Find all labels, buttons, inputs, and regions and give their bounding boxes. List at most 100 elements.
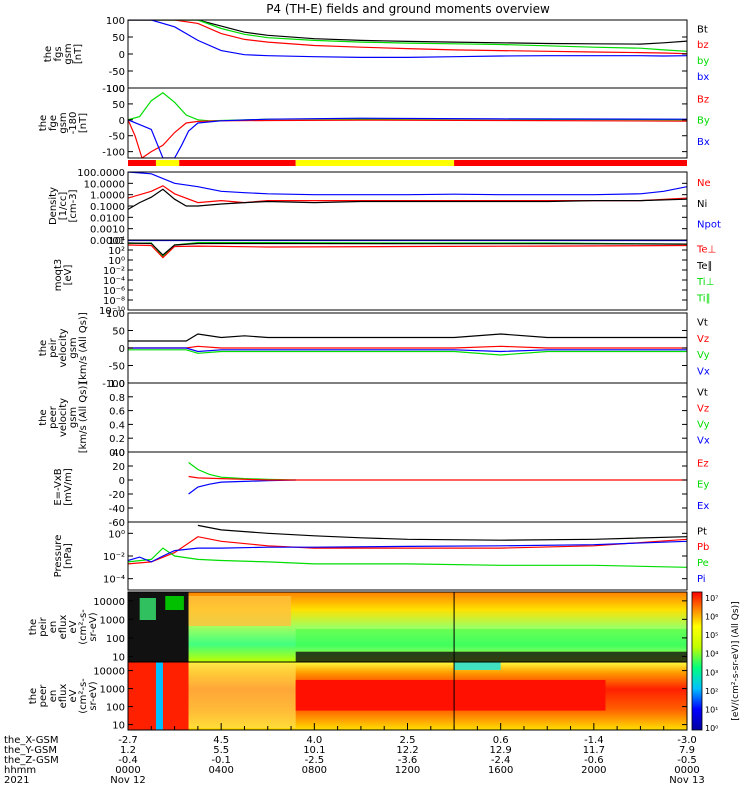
panel-efield: 40 20 0 -20 -40 -60 E=-VxB [mV/m] Ez Ey Ex <box>53 448 709 529</box>
series-group <box>128 20 687 59</box>
xaxis-value: 0800 <box>302 765 327 776</box>
series-line-Te∥ <box>128 242 687 256</box>
series-line-Vt <box>128 333 687 342</box>
xaxis-value: -2.4 <box>491 755 511 766</box>
ytick-label: 0 <box>119 344 125 355</box>
series-line-By <box>128 92 687 122</box>
panel-frame <box>127 382 688 453</box>
xaxis-value: 12.9 <box>490 745 512 756</box>
legend-entry: Te⊥ <box>696 245 716 256</box>
ytick-label: 100 <box>106 16 125 27</box>
spectrogram-patch <box>188 664 296 728</box>
series-line-Ni <box>128 188 687 210</box>
ylabel-line: en <box>48 690 59 703</box>
ylabel-line: sr-eV) <box>88 681 99 710</box>
xaxis-value: 0.6 <box>493 735 509 746</box>
xaxis-value: 0000 <box>115 765 140 776</box>
ytick-label: 1000 <box>100 615 125 626</box>
xaxis-value: 0400 <box>208 765 233 776</box>
mode-bar-segment <box>454 160 687 166</box>
legend-entry: Vx <box>697 366 710 377</box>
xaxis-start-date: Nov 12 <box>110 775 145 786</box>
panel-peir-spec: 10000 1000 100 10 the peir en eflux eV (cm²-s-sr-… <box>28 591 688 663</box>
legend-entry: Vt <box>697 387 708 398</box>
spectrogram-floor <box>295 651 687 662</box>
ytick-label: 10⁰ <box>108 256 125 267</box>
series-line-Ey <box>188 462 296 481</box>
ylabel-line: peer <box>48 405 59 429</box>
xaxis-row-label: hhmm <box>4 765 36 776</box>
colorbar-label: [eV/(cm²-s-sr-eV)] (All Qs)] <box>731 601 741 720</box>
ytick-label: 10⁻⁸ <box>103 296 125 307</box>
ytick-label: 50 <box>112 327 125 338</box>
figure-title: P4 (TH-E) fields and ground moments over… <box>266 2 550 16</box>
series-group <box>128 524 687 568</box>
ylabel-line: the <box>28 688 39 704</box>
series-group <box>128 92 687 158</box>
ylabel-line: eV <box>68 620 79 633</box>
ytick-label: 10⁻⁶ <box>103 286 125 297</box>
spectrogram-band <box>295 679 606 711</box>
ytick-label: 10⁻¹⁰ <box>99 306 125 317</box>
ytick-label: 0.2 <box>109 434 125 445</box>
ylabel-line: [km/s (All Qs)] <box>78 382 89 454</box>
ytick-label: 0.0 <box>109 448 125 459</box>
ylabel-line: gsm <box>68 337 79 358</box>
series-line-Pb <box>128 536 687 565</box>
xaxis-row-label: the_Z-GSM <box>4 755 59 766</box>
ytick-label: -50 <box>109 132 125 143</box>
xaxis-value: 4.0 <box>306 735 322 746</box>
ytick-label: 1.0 <box>109 379 125 390</box>
legend-entry: Ni <box>697 199 707 210</box>
legend-entry: Vy <box>697 420 710 431</box>
legend-entry: Pt <box>697 526 707 537</box>
ylabel-line: peir <box>48 337 59 357</box>
ylabel-line: the <box>43 46 54 62</box>
mode-bar-segment <box>179 160 296 166</box>
ylabel-line: sr-eV) <box>88 612 99 641</box>
series-line-Bz <box>128 119 687 158</box>
legend-entry: Te∥ <box>696 261 713 272</box>
ylabel-line: [1/cc] <box>58 192 69 221</box>
ytick-label: 10 <box>112 652 125 663</box>
ylabel-line: the <box>38 115 49 131</box>
ylabel-line: velocity <box>58 398 69 437</box>
mode-bar <box>128 160 687 166</box>
series-line-Ex <box>188 479 296 495</box>
legend-entry: Npot <box>697 219 721 230</box>
colorbar-tick-label: 10⁴ <box>705 650 718 659</box>
panel-frame <box>127 239 688 311</box>
legend-entry: Ne <box>697 178 711 189</box>
panel-frame <box>127 171 688 241</box>
series-line-Vx <box>128 347 687 353</box>
colorbar-tick-label: 10⁰ <box>705 724 718 733</box>
ylabel-line: [nT] <box>73 44 84 64</box>
colorbar-tick-label: 10¹ <box>705 705 718 714</box>
xaxis-value: 2000 <box>581 765 606 776</box>
xaxis-end-date: Nov 13 <box>669 775 704 786</box>
ylabel-line: [cm-3] <box>68 189 79 222</box>
ylabel-line: fgs <box>53 46 64 61</box>
series-line-Vy <box>128 349 687 356</box>
panel-frame <box>127 87 688 159</box>
ylabel-line: the <box>38 409 49 425</box>
legend-entry: Pi <box>697 574 706 585</box>
series-line-Npot <box>128 172 687 196</box>
xaxis-value: 1200 <box>395 765 420 776</box>
ytick-label: 0.0001 <box>90 236 125 247</box>
ytick-label: 100 <box>106 634 125 645</box>
series-group <box>128 240 687 259</box>
ytick-label: 10000 <box>93 667 125 678</box>
legend-entry: Vt <box>697 318 708 329</box>
xaxis-row-label: the_Y-GSM <box>4 745 57 756</box>
legend-entry: bz <box>697 40 709 51</box>
ytick-label: 10⁴ <box>108 236 125 247</box>
ylabel-line: [km/s (All Qs)] <box>78 312 89 384</box>
xaxis-value: -1.4 <box>584 735 604 746</box>
xaxis-value: -2.5 <box>305 755 325 766</box>
xaxis-value: 7.9 <box>679 745 695 756</box>
ytick-label: 0 <box>119 116 125 127</box>
xaxis-value: 1600 <box>488 765 513 776</box>
ytick-label: 10⁻² <box>103 266 125 277</box>
